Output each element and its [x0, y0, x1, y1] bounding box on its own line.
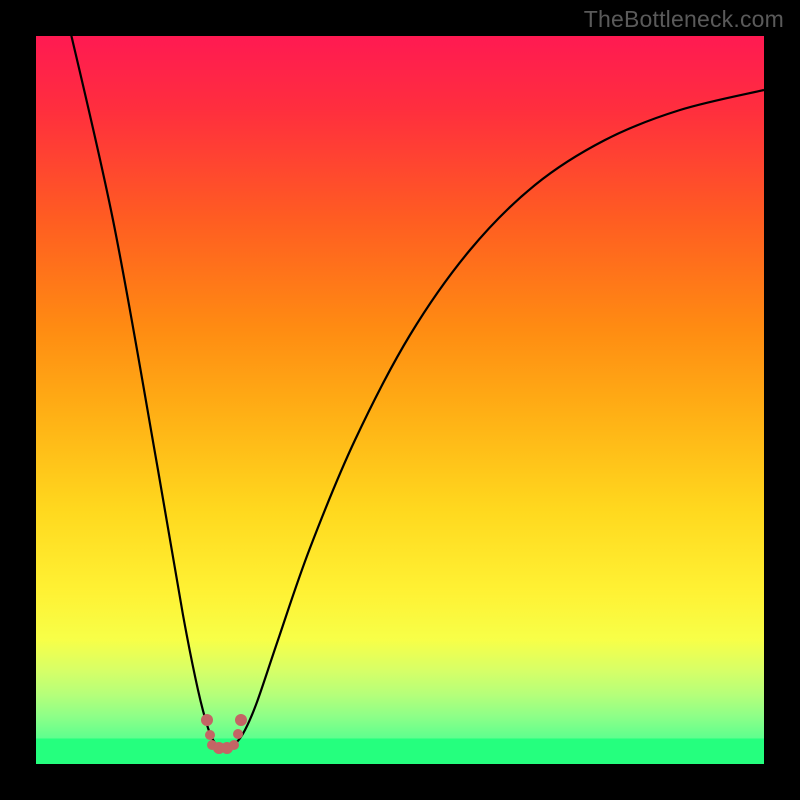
trough-marker-dot	[205, 730, 215, 740]
watermark-text: TheBottleneck.com	[584, 6, 784, 33]
chart-container: TheBottleneck.com	[0, 0, 800, 800]
trough-marker-dot	[229, 740, 239, 750]
bottleneck-curve-plot	[0, 0, 800, 800]
trough-marker-dot	[201, 714, 213, 726]
trough-marker-dot	[235, 714, 247, 726]
plot-green-band	[36, 739, 764, 765]
trough-marker-dot	[233, 729, 243, 739]
